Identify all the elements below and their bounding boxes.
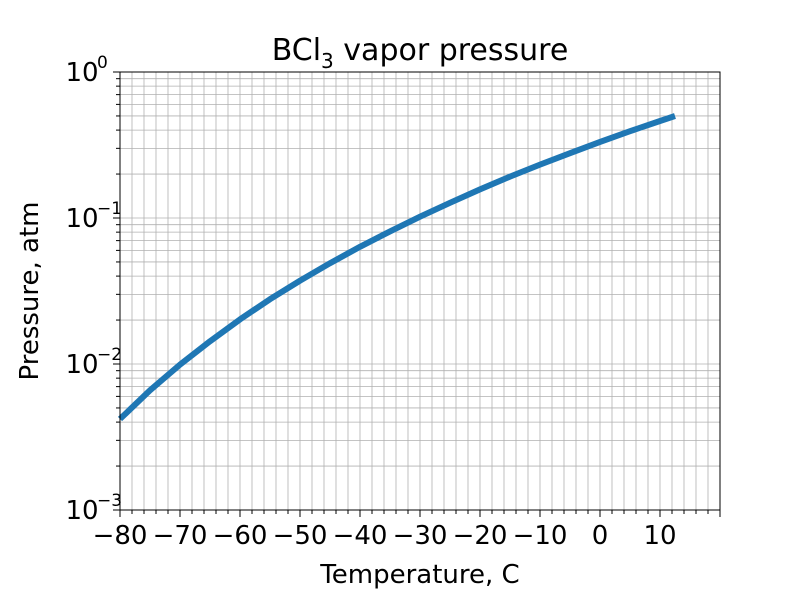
x-axis-label: Temperature, C bbox=[319, 560, 519, 590]
chart-title-subscript: 3 bbox=[321, 49, 334, 73]
x-tick-label: 0 bbox=[592, 521, 609, 551]
x-tick-label: −20 bbox=[453, 521, 508, 551]
y-tick-exponent: 0 bbox=[97, 53, 108, 73]
y-tick-exponent: −1 bbox=[97, 199, 122, 219]
x-tick-label: −70 bbox=[153, 521, 208, 551]
y-tick-exponent: −2 bbox=[97, 345, 122, 365]
x-tick-label: −80 bbox=[93, 521, 148, 551]
x-axis-ticks: −80 −70 −60 −50 −40 −30 −20 −10 0 10 bbox=[93, 510, 721, 551]
x-tick-label: −50 bbox=[273, 521, 328, 551]
grid bbox=[119, 72, 721, 511]
chart-title-main: BCl bbox=[272, 33, 321, 68]
x-tick-label: 10 bbox=[643, 521, 676, 551]
series-line bbox=[117, 113, 676, 422]
x-tick-label: −10 bbox=[513, 521, 568, 551]
y-axis-label: Pressure, atm bbox=[15, 201, 45, 380]
y-tick-exponent: −3 bbox=[97, 491, 122, 511]
y-tick-label: 10 bbox=[65, 496, 98, 526]
y-tick-label: 10 bbox=[65, 350, 98, 380]
chart-title-rest: vapor pressure bbox=[334, 33, 569, 68]
y-tick-label: 10 bbox=[65, 204, 98, 234]
x-tick-label: −30 bbox=[393, 521, 448, 551]
x-tick-label: −40 bbox=[333, 521, 388, 551]
plot-series bbox=[117, 113, 676, 422]
chart-title: BCl3 vapor pressure bbox=[272, 33, 569, 73]
x-tick-label: −60 bbox=[213, 521, 268, 551]
y-tick-label: 10 bbox=[65, 58, 98, 88]
